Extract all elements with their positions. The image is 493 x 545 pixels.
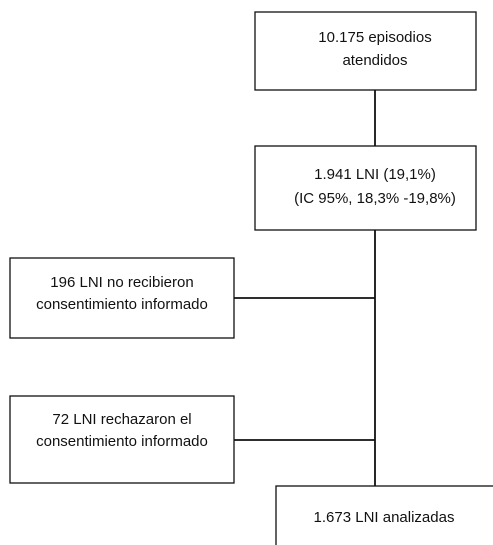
box: [275, 485, 493, 545]
node-label: 72 LNI rechazaron el: [52, 411, 191, 428]
box: [254, 145, 477, 231]
box: [9, 257, 235, 339]
node-label: consentimiento informado: [36, 433, 208, 450]
node-label: atendidos: [342, 52, 407, 69]
node-label: consentimiento informado: [36, 296, 208, 313]
node-label: 10.175 episodios: [318, 29, 431, 46]
node-label: 1.941 LNI (19,1%): [314, 166, 436, 183]
node-label: (IC 95%, 18,3% -19,8%): [294, 190, 456, 207]
node-label: 196 LNI no recibieron: [50, 274, 193, 291]
node-label: 1.673 LNI analizadas: [314, 509, 455, 526]
box: [9, 395, 235, 484]
box: [254, 11, 477, 91]
